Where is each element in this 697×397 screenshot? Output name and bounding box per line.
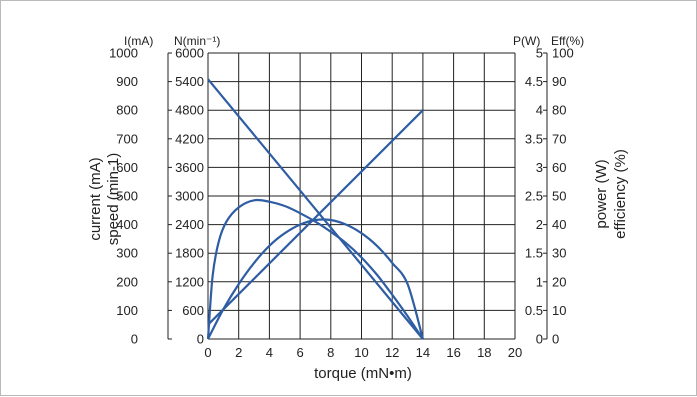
efficiency-tick-label: 20: [552, 274, 566, 289]
current-tick-label: 300: [116, 246, 138, 261]
speed-tick-label: 1200: [175, 274, 204, 289]
x-axis-title: torque (mN•m): [314, 365, 412, 382]
speed-tick-label: 600: [182, 303, 204, 318]
efficiency-tick-label: 90: [552, 74, 566, 89]
current-tick-label: 600: [116, 160, 138, 175]
x-tick-label: 8: [327, 345, 334, 360]
x-tick-label: 12: [385, 345, 399, 360]
current-tick-label: 700: [116, 131, 138, 146]
power-tick-label: 0: [536, 332, 543, 347]
speed-tick-label: 3000: [175, 189, 204, 204]
power-tick-label: 1: [536, 274, 543, 289]
speed-tick-label: 2400: [175, 217, 204, 232]
current-tick-label: 800: [116, 103, 138, 118]
current-tick-label: 100: [116, 303, 138, 318]
x-tick-label: 2: [235, 345, 242, 360]
speed-tick-label: 6000: [175, 46, 204, 61]
power-tick-label: 2.5: [525, 189, 543, 204]
grid: [207, 52, 516, 340]
current-line: [207, 109, 424, 326]
current-tick-label: 0: [131, 332, 138, 347]
speed-line: [207, 78, 424, 340]
x-tick-label: 18: [477, 345, 491, 360]
efficiency-tick-label: 80: [552, 103, 566, 118]
x-tick-label: 20: [508, 345, 522, 360]
current-tick-label: 900: [116, 74, 138, 89]
speed-tick-label: 4800: [175, 103, 204, 118]
power-tick-label: 3: [536, 160, 543, 175]
efficiency-tick-label: 50: [552, 189, 566, 204]
power-tick-label: 4: [536, 103, 543, 118]
speed-axis-title: speed (min-1): [105, 153, 122, 246]
power-axis-title: power (W): [593, 159, 610, 228]
speed-tick-label: 4200: [175, 131, 204, 146]
x-tick-label: 10: [354, 345, 368, 360]
efficiency-unit-label: Eff(%): [551, 34, 584, 48]
efficiency-tick-label: 10: [552, 303, 566, 318]
efficiency-tick-label: 40: [552, 217, 566, 232]
efficiency-tick-label: 0: [552, 332, 559, 347]
x-tick-label: 6: [296, 345, 303, 360]
tick-marks: [167, 52, 548, 340]
x-tick-label: 4: [266, 345, 273, 360]
current-unit-label: I(mA): [124, 34, 153, 48]
power-unit-label: P(W): [513, 34, 540, 48]
current-tick-label: 1000: [109, 46, 138, 61]
speed-tick-label: 3600: [175, 160, 204, 175]
efficiency-tick-label: 30: [552, 246, 566, 261]
efficiency-tick-label: 70: [552, 131, 566, 146]
power-tick-label: 0.5: [525, 303, 543, 318]
plot-lines: [206, 78, 424, 340]
current-tick-label: 500: [116, 189, 138, 204]
efficiency-axis-title: efficiency (%): [612, 149, 629, 239]
power-tick-label: 2: [536, 217, 543, 232]
efficiency-tick-label: 60: [552, 160, 566, 175]
efficiency-curve: [206, 198, 424, 340]
x-tick-label: 14: [416, 345, 430, 360]
efficiency-tick-label: 100: [552, 46, 574, 61]
power-curve: [207, 218, 424, 340]
current-tick-label: 200: [116, 274, 138, 289]
power-tick-label: 5: [536, 46, 543, 61]
x-tick-label: 0: [204, 345, 211, 360]
speed-tick-label: 1800: [175, 246, 204, 261]
power-tick-label: 1.5: [525, 246, 543, 261]
current-tick-label: 400: [116, 217, 138, 232]
x-tick-label: 16: [446, 345, 460, 360]
power-tick-label: 4.5: [525, 74, 543, 89]
current-axis-title: current (mA): [87, 157, 104, 240]
speed-tick-label: 5400: [175, 74, 204, 89]
speed-unit-label: N(min⁻¹): [174, 34, 220, 48]
power-tick-label: 3.5: [525, 131, 543, 146]
speed-tick-label: 0: [197, 332, 204, 347]
